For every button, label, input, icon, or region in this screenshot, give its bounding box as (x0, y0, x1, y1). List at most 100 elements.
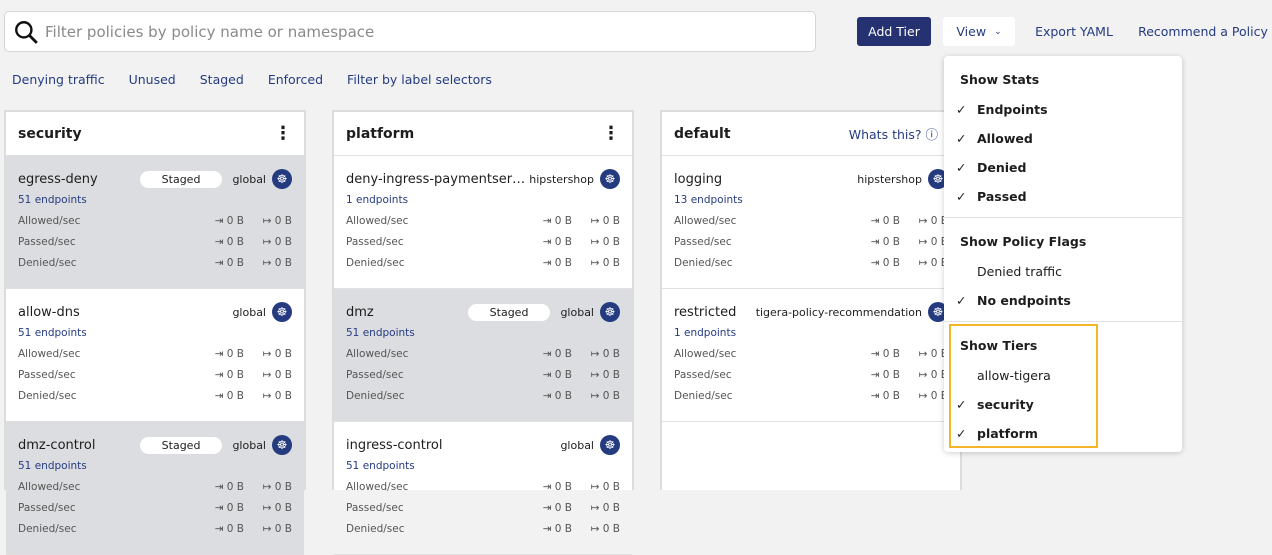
ingress-stat: ⇥ 0 B (852, 369, 900, 381)
menu-item[interactable]: allow-tigera (977, 368, 1051, 383)
egress-value: 0 B (274, 390, 292, 402)
stat-label: Allowed/sec (346, 348, 409, 360)
egress-stat: ↦ 0 B (244, 215, 292, 227)
egress-stat: ↦ 0 B (244, 257, 292, 269)
stat-row: Passed/sec ⇥ 0 B ↦ 0 B (18, 502, 292, 514)
filter-link[interactable]: Filter by label selectors (347, 72, 492, 87)
menu-item[interactable]: Passed (944, 182, 1182, 211)
ingress-value: 0 B (226, 390, 244, 402)
export-yaml-button[interactable]: Export YAML (1035, 24, 1113, 39)
policy-name[interactable]: egress-deny (18, 171, 98, 187)
ingress-icon: ⇥ (214, 502, 227, 514)
policy-card[interactable]: egress-deny Staged global ☸ 51 endpoints Allo… (6, 156, 304, 289)
add-tier-button[interactable]: Add Tier (857, 17, 931, 46)
filter-link[interactable]: Staged (199, 72, 244, 87)
menu-item[interactable]: Denied traffic (977, 264, 1062, 279)
endpoints-link[interactable]: 13 endpoints (674, 194, 743, 206)
ingress-value: 0 B (226, 481, 244, 493)
stat-row: Allowed/sec ⇥ 0 B ↦ 0 B (674, 215, 948, 227)
stat-row: Allowed/sec ⇥ 0 B ↦ 0 B (18, 481, 292, 493)
menu-section: Show Policy Flags Denied traffic No endpoi… (944, 218, 1182, 322)
policy-name[interactable]: ingress-control (346, 437, 443, 453)
kubernetes-icon: ☸ (272, 302, 292, 322)
menu-item[interactable]: platform (944, 419, 1182, 448)
stat-row: Passed/sec ⇥ 0 B ↦ 0 B (674, 369, 948, 381)
policy-name[interactable]: dmz (346, 304, 374, 320)
ingress-icon: ⇥ (542, 523, 555, 535)
endpoints-link[interactable]: 51 endpoints (346, 460, 415, 472)
kubernetes-icon: ☸ (928, 302, 948, 322)
filter-link[interactable]: Denying traffic (12, 72, 105, 87)
egress-value: 0 B (602, 215, 620, 227)
ingress-icon: ⇥ (542, 369, 555, 381)
menu-section: Show Tiers allow-tigera securityplatform (944, 322, 1182, 454)
ingress-stat: ⇥ 0 B (852, 215, 900, 227)
menu-item[interactable]: Endpoints (944, 95, 1182, 124)
policy-name[interactable]: restricted (674, 304, 737, 320)
policy-card[interactable]: allow-dns global ☸ 51 endpoints Allowed/sec ⇥… (6, 289, 304, 422)
ingress-value: 0 B (554, 348, 572, 360)
egress-value: 0 B (930, 236, 948, 248)
policy-name[interactable]: deny-ingress-paymentservice (346, 171, 530, 187)
policy-card[interactable]: logging hipstershop ☸ 13 endpoints Allowed/s… (662, 156, 960, 289)
endpoints-link[interactable]: 51 endpoints (346, 327, 415, 339)
namespace-label: global (560, 305, 594, 319)
endpoints-link[interactable]: 51 endpoints (18, 460, 87, 472)
kubernetes-icon: ☸ (600, 302, 620, 322)
ingress-icon: ⇥ (542, 236, 555, 248)
ingress-value: 0 B (226, 215, 244, 227)
stat-label: Denied/sec (674, 257, 733, 269)
search-input[interactable] (45, 22, 785, 41)
policy-card[interactable]: ingress-control global ☸ 51 endpoints Allowe… (334, 422, 632, 555)
policy-name[interactable]: logging (674, 171, 723, 187)
filter-link[interactable]: Enforced (267, 72, 324, 87)
policy-card-header: ingress-control global ☸ (346, 434, 620, 456)
tier-header: default Whats this? ⓘ (662, 112, 960, 156)
ingress-icon: ⇥ (870, 236, 883, 248)
filter-links: Denying traffic Unused Staged Enforced Filte… (12, 72, 492, 87)
whats-this-link[interactable]: Whats this? ⓘ (849, 124, 938, 143)
ingress-icon: ⇥ (870, 369, 883, 381)
ingress-stat: ⇥ 0 B (196, 502, 244, 514)
egress-icon: ↦ (590, 215, 603, 227)
menu-item[interactable]: Denied (944, 153, 1182, 182)
endpoints-link[interactable]: 1 endpoints (346, 194, 409, 206)
recommend-policy-button[interactable]: Recommend a Policy (1138, 24, 1268, 39)
ingress-stat: ⇥ 0 B (524, 390, 572, 402)
policy-card[interactable]: dmz-control Staged global ☸ 51 endpoints Allo… (6, 422, 304, 555)
menu-item[interactable]: security (944, 390, 1182, 419)
endpoints-link[interactable]: 51 endpoints (18, 194, 87, 206)
egress-stat: ↦ 0 B (900, 215, 948, 227)
endpoints-link[interactable]: 1 endpoints (674, 327, 737, 339)
ingress-stat: ⇥ 0 B (524, 215, 572, 227)
kebab-menu-icon[interactable]: ⋮ (602, 123, 620, 144)
ingress-value: 0 B (882, 236, 900, 248)
ingress-stat: ⇥ 0 B (196, 236, 244, 248)
ingress-icon: ⇥ (542, 348, 555, 360)
policy-card[interactable]: restricted tigera-policy-recommendation ☸ 1… (662, 289, 960, 422)
view-button[interactable]: View ⌄ (943, 17, 1015, 46)
menu-item[interactable]: Allowed (944, 124, 1182, 153)
egress-value: 0 B (930, 215, 948, 227)
ingress-stat: ⇥ 0 B (524, 523, 572, 535)
endpoints-link[interactable]: 51 endpoints (18, 327, 87, 339)
policy-name[interactable]: dmz-control (18, 437, 96, 453)
menu-item[interactable]: No endpoints (944, 286, 1182, 315)
filter-link[interactable]: Unused (128, 72, 176, 87)
stat-row: Allowed/sec ⇥ 0 B ↦ 0 B (18, 348, 292, 360)
egress-icon: ↦ (918, 257, 931, 269)
policy-name[interactable]: allow-dns (18, 304, 80, 320)
policy-card[interactable]: dmz Staged global ☸ 51 endpoints Allowed/sec ⇥… (334, 289, 632, 422)
ingress-stat: ⇥ 0 B (196, 257, 244, 269)
egress-value: 0 B (274, 523, 292, 535)
egress-value: 0 B (602, 348, 620, 360)
ingress-icon: ⇥ (214, 348, 227, 360)
search-bar[interactable] (4, 11, 816, 52)
stat-row: Denied/sec ⇥ 0 B ↦ 0 B (346, 257, 620, 269)
stat-label: Denied/sec (346, 523, 405, 535)
ingress-value: 0 B (226, 348, 244, 360)
kebab-menu-icon[interactable]: ⋮ (274, 123, 292, 144)
policy-card[interactable]: deny-ingress-paymentservice hipstershop ☸ 1… (334, 156, 632, 289)
ingress-icon: ⇥ (870, 390, 883, 402)
stat-label: Passed/sec (346, 369, 404, 381)
